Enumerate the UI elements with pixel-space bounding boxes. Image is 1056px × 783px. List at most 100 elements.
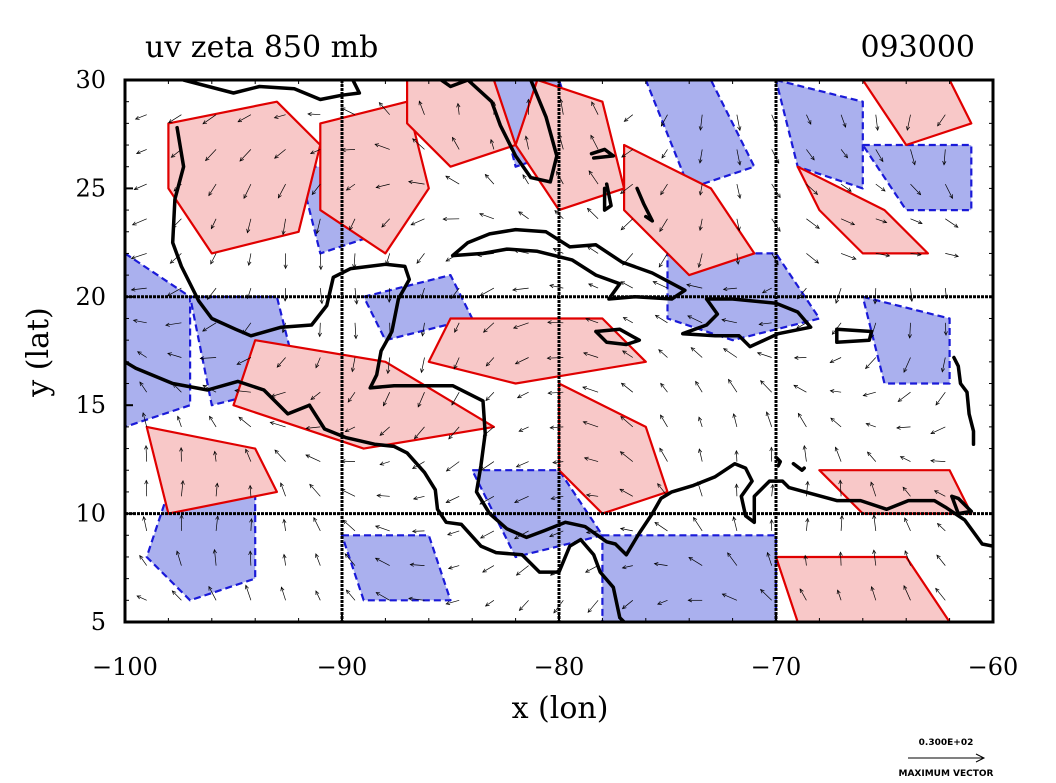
wind-vector: [806, 149, 815, 161]
wind-vector: [549, 530, 564, 537]
wind-vector: [619, 488, 633, 497]
wind-vector: [281, 587, 286, 601]
wind-vector: [840, 552, 842, 566]
wind-vector-head: [451, 400, 456, 406]
wind-vector-head: [274, 154, 279, 159]
wind-vector: [910, 149, 916, 165]
wind-vector: [176, 551, 182, 566]
wind-vector: [480, 287, 495, 297]
wind-vector-head: [916, 190, 922, 196]
wind-vector: [620, 183, 634, 194]
wind-vector: [168, 114, 182, 123]
wind-vector-head: [697, 263, 702, 269]
coastline-6: [680, 297, 813, 349]
wind-vector-head: [515, 571, 521, 576]
wind-vector-head: [248, 484, 253, 490]
wind-vector-head: [310, 395, 316, 401]
wind-vector: [909, 322, 911, 338]
wind-vector-head: [904, 550, 909, 555]
wind-vector-head: [516, 394, 522, 399]
wind-vector-head: [524, 135, 529, 141]
wind-vector-head: [141, 412, 146, 417]
wind-vector: [547, 321, 564, 324]
wind-vector-head: [447, 531, 452, 536]
wind-vector: [379, 461, 390, 465]
wind-vector: [944, 322, 947, 336]
wind-vector-head: [167, 352, 172, 357]
wind-vector: [248, 253, 252, 266]
wind-vector-head: [171, 590, 177, 595]
wind-vector-head: [698, 191, 703, 196]
y-tick-label: 25: [75, 174, 106, 202]
y-tick-label: 30: [75, 66, 106, 94]
wind-vector-head: [657, 483, 662, 488]
wind-vector-head: [210, 224, 215, 230]
wind-vector-head: [315, 363, 320, 369]
coastline-1: [125, 360, 312, 416]
wind-vector-head: [797, 412, 802, 418]
wind-vector-head: [526, 98, 531, 104]
wind-vector-head: [307, 112, 312, 117]
wind-vector: [319, 253, 322, 270]
wind-vector-head: [619, 488, 625, 493]
wind-vector: [587, 600, 599, 613]
wind-vector-head: [375, 592, 381, 596]
wind-vector: [307, 113, 321, 116]
wind-vector: [796, 322, 807, 329]
wind-vector-head: [660, 190, 665, 196]
wind-vector-head: [417, 402, 422, 408]
wind-vector: [941, 357, 946, 372]
wind-vector: [388, 288, 391, 303]
wind-vector-head: [130, 287, 136, 292]
wind-vector: [353, 253, 356, 269]
wind-vector: [422, 322, 425, 336]
wind-vector-head: [514, 360, 520, 365]
wind-vector-head: [583, 456, 589, 461]
wind-vector-head: [283, 264, 288, 270]
wind-vector-head: [588, 283, 593, 288]
wind-vector: [736, 450, 738, 462]
wind-vector: [806, 218, 820, 229]
wind-vector: [588, 170, 599, 185]
wind-vector: [550, 426, 564, 429]
wind-vector-head: [354, 299, 359, 305]
wind-vector-head: [180, 480, 185, 485]
wind-vector: [208, 183, 217, 196]
wind-vector-head: [916, 252, 922, 257]
wind-vector-head: [546, 355, 552, 361]
wind-vector: [238, 416, 252, 428]
wind-vector: [516, 461, 529, 468]
wind-vector: [136, 595, 147, 601]
wind-vector: [214, 549, 217, 566]
wind-vector-head: [245, 448, 249, 454]
wind-vector-head: [456, 102, 461, 108]
wind-vector: [215, 483, 218, 497]
wind-vector: [830, 357, 842, 363]
wind-vector-head: [281, 230, 286, 236]
wind-vector-head: [584, 568, 590, 573]
wind-vector: [200, 357, 217, 359]
wind-vector-head: [485, 396, 490, 402]
wind-vector: [549, 284, 564, 289]
wind-vector-head: [485, 362, 491, 367]
wind-vector: [910, 288, 913, 302]
wind-vector-head: [418, 100, 423, 106]
wind-vector-head: [512, 287, 517, 292]
wind-vector: [214, 451, 217, 462]
wind-vector-head: [144, 479, 149, 485]
wind-vector: [653, 281, 668, 289]
wind-vector: [450, 287, 460, 299]
wind-vector-head: [445, 467, 451, 472]
wind-vector-head: [903, 585, 908, 590]
wind-vector-head: [620, 225, 626, 231]
wind-vector-head: [688, 556, 693, 561]
coastline-13: [791, 461, 806, 472]
wind-vector: [698, 417, 703, 428]
wind-vector-head: [930, 458, 935, 463]
wind-vector-head: [549, 284, 554, 289]
negative-region-5: [644, 80, 756, 190]
wind-vector: [417, 392, 425, 408]
wind-vector: [830, 417, 842, 428]
y-axis-ticks: 5 10 15 20 25 30: [75, 66, 993, 636]
wind-vector: [896, 426, 911, 429]
